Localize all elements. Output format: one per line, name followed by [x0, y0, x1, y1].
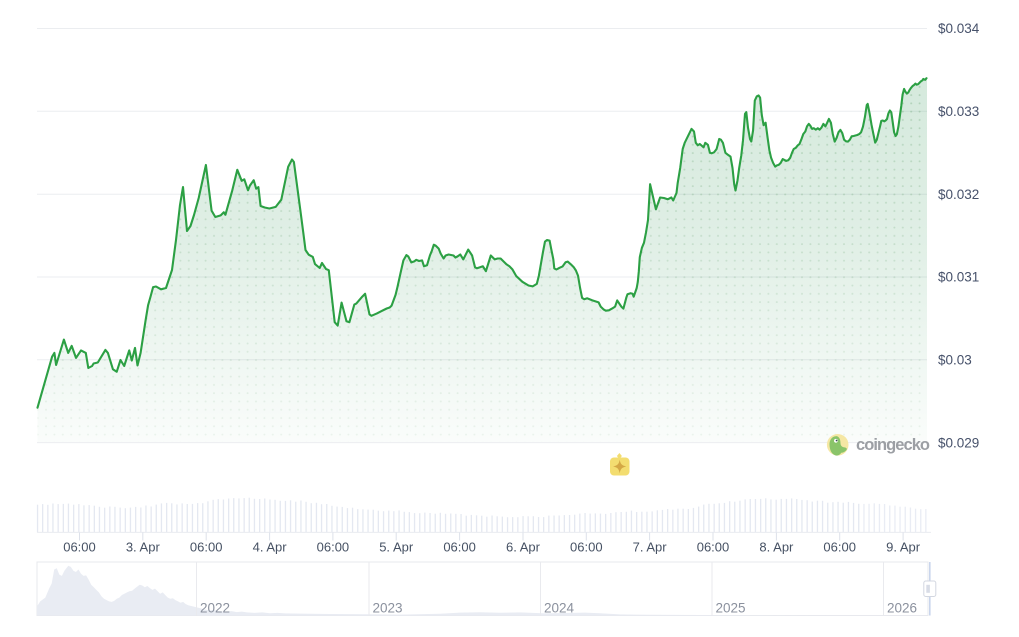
svg-text:06:00: 06:00 — [443, 540, 476, 555]
svg-text:$0.03: $0.03 — [938, 353, 972, 368]
svg-text:06:00: 06:00 — [63, 540, 96, 555]
svg-text:6. Apr: 6. Apr — [506, 540, 541, 555]
svg-text:2024: 2024 — [544, 601, 575, 616]
svg-text:$0.031: $0.031 — [938, 270, 979, 285]
svg-text:2025: 2025 — [716, 601, 746, 616]
svg-text:8. Apr: 8. Apr — [759, 540, 794, 555]
svg-text:$0.032: $0.032 — [938, 187, 979, 202]
svg-text:2023: 2023 — [373, 601, 403, 616]
svg-text:3. Apr: 3. Apr — [126, 540, 161, 555]
svg-text:coingecko: coingecko — [856, 436, 930, 454]
svg-text:06:00: 06:00 — [823, 540, 856, 555]
svg-text:06:00: 06:00 — [190, 540, 223, 555]
svg-text:$0.029: $0.029 — [938, 435, 979, 450]
svg-text:7. Apr: 7. Apr — [633, 540, 668, 555]
svg-text:2026: 2026 — [887, 601, 917, 616]
svg-text:$0.033: $0.033 — [938, 104, 979, 119]
svg-text:06:00: 06:00 — [317, 540, 350, 555]
svg-text:4. Apr: 4. Apr — [253, 540, 288, 555]
svg-text:9. Apr: 9. Apr — [886, 540, 921, 555]
svg-text:2022: 2022 — [200, 601, 230, 616]
svg-text:5. Apr: 5. Apr — [379, 540, 414, 555]
svg-text:06:00: 06:00 — [697, 540, 730, 555]
svg-text:$0.034: $0.034 — [938, 21, 980, 36]
svg-text:06:00: 06:00 — [570, 540, 603, 555]
